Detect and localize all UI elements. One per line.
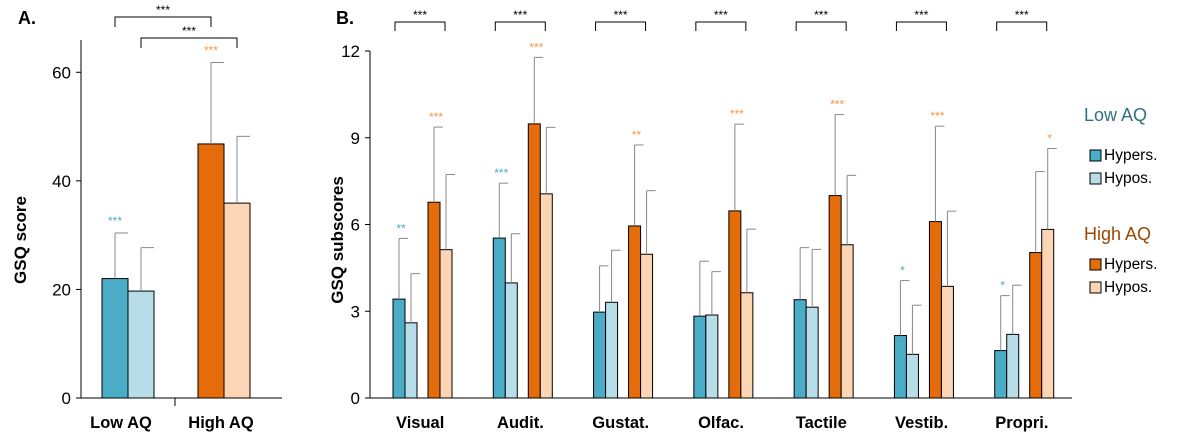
panel-b-bar [994,350,1008,399]
panel-b-sig-label: ** [396,221,406,235]
panel-b-category-label: Vestib. [895,414,948,432]
panel-b-bracket [996,21,1048,31]
panel-b-bar [928,221,942,399]
panel-b-bar [640,253,654,399]
panel-b-bracket-label: *** [814,8,828,22]
panel-b-bar [740,292,754,399]
panel-b-category-label: Propri. [995,414,1048,432]
panel-b-bar [504,282,518,399]
panel-b-bar [628,225,642,399]
panel-b-bar [404,322,418,399]
panel-b-label: B. [336,8,354,28]
legend-low-hypos-label: Hypos. [1104,170,1152,187]
panel-b-bar [693,315,707,399]
panel-b-sig-label: * [1000,279,1005,293]
panel-a-bar [127,290,155,399]
legend-low-hypos-swatch [1089,172,1102,185]
panel-b-bar [828,195,842,399]
panel-b-chart: 036912Visual********Audit.*********Gusta… [341,8,1072,432]
panel-b-sig-label: *** [730,107,744,121]
panel-b-bar [940,285,954,399]
panel-b-sig-label: *** [529,40,543,54]
panel-b-bar [905,353,919,399]
panel-a-bracket-label: *** [156,3,170,17]
panel-b-ytick-label: 0 [351,389,360,408]
panel-b-bracket [494,21,546,31]
legend-high-hypers-label: Hypers. [1104,256,1157,273]
panel-b-bracket [795,21,847,31]
panel-b-sig-label: * [900,264,905,278]
panel-b-bracket-label: *** [513,8,527,22]
legend: Low AQ Hypers. Hypos. High AQ Hypers. Hy… [1084,105,1157,296]
panel-b-sig-label: *** [429,110,443,124]
legend-low-hypers-swatch [1089,149,1102,162]
panel-b-category-label: Tactile [796,414,847,432]
panel-a-bracket [140,37,238,48]
panel-b-bar [1006,333,1020,399]
legend-low-title: Low AQ [1084,105,1147,125]
panel-b-bar [427,201,441,399]
panel-b-bar [439,249,453,399]
panel-b-bar [840,244,854,399]
panel-a-label: A. [18,8,36,28]
panel-a-bar [197,143,225,399]
panel-a-bar [101,278,129,399]
panel-b-bracket [695,21,747,31]
panel-b-bar [593,311,607,399]
panel-a-ytick-label: 60 [52,63,71,82]
legend-low-hypers-label: Hypers. [1104,147,1157,164]
panel-b-bar [705,314,719,399]
panel-b-bar [1041,228,1055,399]
panel-b-ytick-label: 12 [341,42,360,61]
panel-b-bracket-label: *** [413,8,427,22]
panel-b-category-label: Olfac. [698,414,744,432]
panel-b-bar [492,237,506,399]
panel-a-ytick-label: 20 [52,280,71,299]
panel-b-bar [605,301,619,399]
legend-high-hypos-swatch [1089,281,1102,294]
panel-a-bracket [114,16,212,27]
panel-b-bar [392,298,406,399]
panel-b-sig-label: *** [494,166,508,180]
panel-b-ytick-label: 3 [351,302,360,321]
panel-b-bar [527,123,541,399]
legend-high-hypos-label: Hypos. [1104,279,1152,296]
panel-a-ytick-label: 40 [52,172,71,191]
panel-b-bar [728,210,742,399]
legend-high-hypers-swatch [1089,258,1102,271]
panel-a-category-label: High AQ [188,414,254,432]
panel-a-sig-label: *** [204,44,218,58]
panel-b-bar [893,335,907,399]
panel-b-ytick-label: 9 [351,129,360,148]
panel-b-sig-label: ** [632,128,642,142]
panel-b-category-label: Gustat. [592,414,649,432]
panel-b-sig-label: *** [830,98,844,112]
panel-b-bracket-label: *** [714,8,728,22]
panel-b-bracket-label: *** [1015,8,1029,22]
panel-a-bracket-label: *** [182,24,196,38]
panel-a-chart: 0 20 40 60 *** *** Low AQ High AQ *** *** [52,3,282,432]
panel-a-sig-label: *** [108,214,122,228]
panel-b-bar [805,306,819,399]
panel-b-bar [539,193,553,399]
panel-b-sig-label: *** [930,109,944,123]
legend-high-title: High AQ [1084,224,1151,244]
panel-a-category-label: Low AQ [90,414,152,432]
panel-b-bracket [895,21,947,31]
panel-a-ytick-label: 0 [62,389,71,408]
panel-b-sig-label: * [1047,131,1052,145]
panel-b-ylabel: GSQ subscores [328,176,347,304]
panel-a-ylabel: GSQ score [11,196,30,284]
panel-b-bracket-label: *** [614,8,628,22]
panel-a-bar [223,202,251,399]
panel-b-bar [1029,252,1043,399]
panel-b-bracket [394,21,446,31]
panel-b-bar [793,299,807,399]
panel-b-ytick-label: 6 [351,216,360,235]
panel-b-bracket [595,21,647,31]
panel-b-category-label: Audit. [497,414,544,432]
panel-b-bracket-label: *** [914,8,928,22]
panel-b-category-label: Visual [396,414,444,432]
